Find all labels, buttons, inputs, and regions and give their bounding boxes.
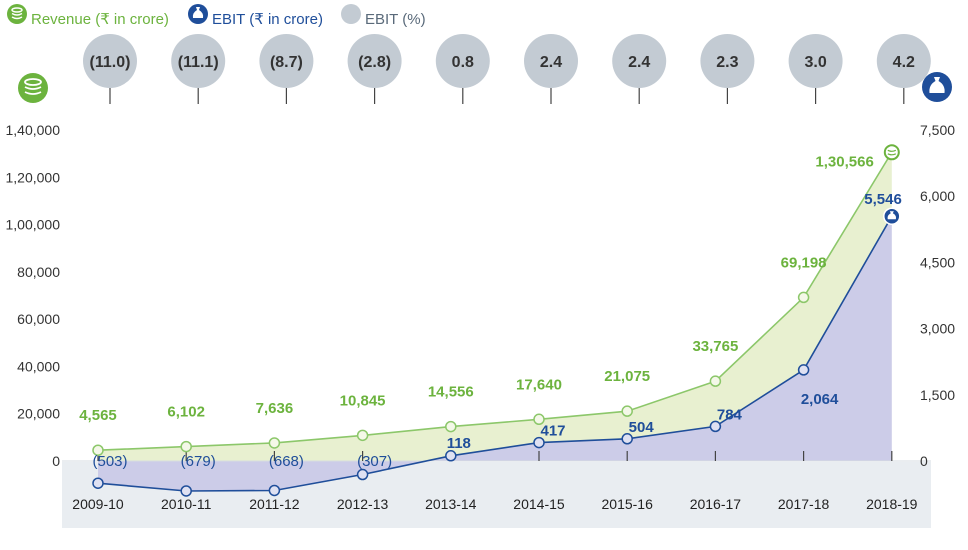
revenue-data-label: 6,102 — [167, 404, 205, 421]
ebit-pct-bubble — [435, 34, 490, 88]
ebit-pct-bubble — [788, 34, 843, 88]
left-axis-tick-label: 1,00,000 — [6, 217, 61, 233]
ebit-pct-label: 2.4 — [540, 54, 562, 71]
ebit-point — [797, 364, 810, 376]
category-label: 2017-18 — [778, 496, 830, 512]
ebit-point — [621, 433, 633, 445]
right-axis-tick-label: 6,000 — [920, 188, 955, 204]
ebit-data-label: 118 — [447, 435, 471, 452]
ebit-pct-bubble — [700, 34, 755, 88]
revenue-end-marker-icon — [883, 144, 900, 161]
category-label: 2012-13 — [337, 496, 389, 512]
ebit-data-label: (679) — [181, 453, 216, 470]
revenue-data-label: 10,845 — [340, 392, 386, 409]
ebit-pct-label: 0.8 — [452, 54, 474, 71]
revenue-point — [92, 444, 104, 456]
ebit-pct-bubble — [524, 34, 578, 88]
revenue-point — [268, 437, 281, 449]
revenue-data-label: 21,075 — [604, 368, 650, 385]
revenue-data-label: 17,640 — [516, 376, 562, 393]
left-axis-tick-label: 40,000 — [17, 358, 60, 374]
legend: Revenue (₹ in crore) EBIT (₹ in crore) E… — [7, 4, 426, 28]
revenue-end-marker-detail — [887, 149, 897, 156]
legend-ebit: EBIT (₹ in crore) — [212, 11, 323, 28]
revenue-point — [445, 420, 457, 433]
right-axis-tick-label: 7,500 — [920, 122, 955, 138]
ebit-data-label: 2,064 — [801, 391, 839, 408]
revenue-data-label: 14,556 — [428, 384, 474, 401]
ebit-point — [268, 484, 281, 497]
revenue-point — [356, 429, 369, 442]
ebit-pct-bubble — [347, 34, 402, 88]
ebit-pct-label: 4.2 — [893, 54, 915, 71]
revenue-point — [797, 291, 810, 304]
ebit-data-label: (503) — [92, 453, 127, 470]
revenue-axis-icon — [18, 73, 48, 103]
category-label: 2015-16 — [602, 496, 654, 512]
legend-ebit-pct: EBIT (%) — [365, 11, 426, 28]
revenue-point — [709, 375, 722, 387]
revenue-data-label: 7,636 — [256, 400, 294, 417]
ebit-pct-label: (2.8) — [358, 54, 391, 71]
revenue-data-label: 4,565 — [79, 407, 117, 424]
revenue-point — [621, 405, 633, 417]
ebit-data-label: 5,546 — [864, 191, 902, 208]
category-label: 2010-11 — [161, 496, 212, 512]
legend-revenue: Revenue (₹ in crore) — [31, 11, 169, 28]
revenue-data-label: 69,198 — [781, 254, 827, 271]
ebit-pct-label: 3.0 — [804, 54, 826, 71]
legend-ebit-icon — [188, 4, 208, 24]
ebit-data-label: (668) — [269, 453, 304, 470]
revenue-data-label: 1,30,566 — [815, 153, 873, 170]
ebit-pct-bubble — [259, 34, 314, 88]
category-label: 2014-15 — [513, 496, 565, 512]
ebit-axis-icon — [922, 72, 952, 102]
left-axis-tick-label: 80,000 — [17, 264, 60, 280]
revenue-point — [180, 440, 192, 453]
category-label: 2009-10 — [72, 496, 124, 512]
ebit-end-marker-detail — [887, 211, 896, 220]
right-axis-tick-label: 4,500 — [920, 254, 955, 270]
ebit-area — [98, 216, 892, 491]
legend-revenue-icon — [7, 4, 27, 24]
ebit-pct-bubble — [876, 34, 931, 88]
left-axis-tick-label: 1,40,000 — [6, 122, 61, 138]
revenue-data-label: 33,765 — [692, 338, 738, 355]
revenue-area — [98, 152, 892, 492]
category-label: 2016-17 — [690, 496, 742, 512]
left-axis-tick-label: 1,20,000 — [6, 169, 61, 185]
ebit-pct-bubble — [612, 34, 667, 88]
category-label: 2018-19 — [866, 496, 918, 512]
left-axis-tick-label: 20,000 — [17, 406, 60, 422]
revenue-line — [97, 151, 893, 451]
ebit-pct-label: (8.7) — [270, 54, 303, 71]
ebit-data-label: 504 — [629, 419, 655, 436]
revenue-point — [533, 413, 545, 426]
right-axis-tick-label: 3,000 — [920, 321, 955, 337]
right-axis-tick-label: 0 — [920, 453, 928, 469]
ebit-data-label: (307) — [357, 453, 392, 470]
ebit-line — [97, 215, 893, 492]
ebit-point — [445, 450, 457, 462]
right-axis-tick-label: 1,500 — [920, 387, 955, 403]
ebit-point — [180, 485, 192, 497]
ebit-data-label: 417 — [540, 423, 565, 440]
ebit-pct-bubble — [83, 34, 137, 88]
left-axis-tick-label: 0 — [52, 453, 60, 469]
left-axis-tick-label: 60,000 — [17, 311, 60, 327]
ebit-pct-label: (11.1) — [178, 54, 219, 71]
category-label: 2011-12 — [249, 496, 300, 512]
ebit-point — [533, 436, 545, 449]
ebit-pct-label: (11.0) — [90, 54, 131, 71]
ebit-point — [92, 477, 104, 489]
ebit-point — [356, 468, 369, 481]
ebit-pct-label: 2.4 — [628, 54, 650, 71]
ebit-data-label: 784 — [717, 406, 743, 423]
ebit-point — [709, 420, 722, 433]
category-label: 2013-14 — [425, 496, 477, 512]
legend-ebit-pct-icon — [341, 4, 361, 24]
ebit-pct-bubble — [171, 34, 226, 88]
ebit-pct-label: 2.3 — [716, 54, 738, 71]
